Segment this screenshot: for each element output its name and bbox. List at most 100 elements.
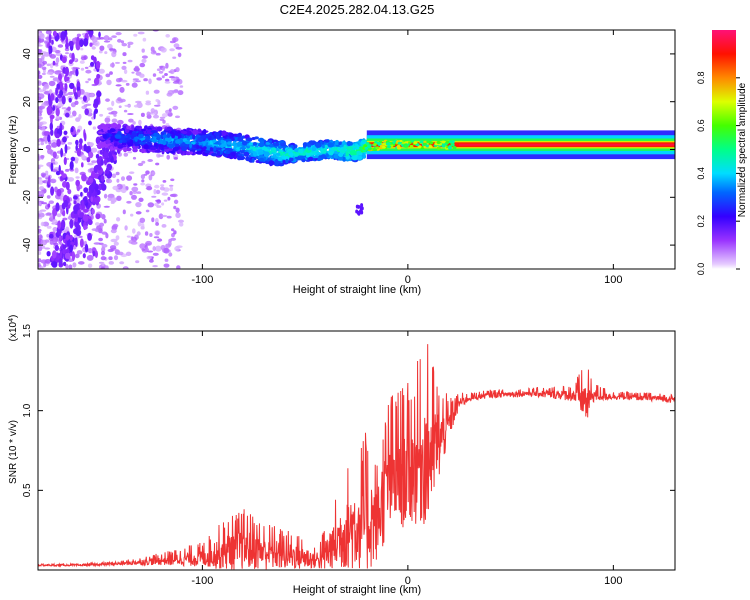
spectrogram-streak-blob	[94, 108, 98, 114]
spectrogram-streak-blob	[79, 39, 84, 48]
spectrogram-streak-blob	[60, 147, 63, 158]
spectrogram-patch-blob	[355, 204, 359, 209]
spectrogram-noise-blob	[161, 202, 165, 206]
spectrogram-ridge-blob	[117, 144, 124, 149]
spectrogram-noise-blob	[141, 223, 145, 228]
spectrogram-noise-blob	[110, 238, 118, 243]
spectrogram-streak-blob	[73, 200, 77, 205]
spectrogram-ridge-blob	[366, 145, 371, 149]
spectrogram-ridge-blob	[409, 144, 414, 148]
spectrogram-noise-blob	[98, 50, 103, 54]
spectrogram-noise-blob	[175, 207, 180, 213]
spectrogram-streak-blob	[69, 244, 73, 253]
spectrogram-streak-blob	[79, 238, 84, 248]
spectrogram-ridge-blob	[357, 155, 363, 160]
spectrogram-noise-blob	[122, 209, 126, 215]
spectrogram-ridge-blob	[188, 151, 194, 155]
spectrogram-ridge-blob	[220, 139, 225, 144]
spectrogram-streak-blob	[58, 235, 62, 241]
spectrogram-ridge-blob	[268, 160, 275, 166]
spectrogram-streak-blob	[73, 195, 78, 200]
spectrogram-streak-blob	[87, 232, 92, 241]
spectrogram-noise-blob	[165, 62, 169, 69]
spectrogram-streak-blob	[108, 151, 113, 160]
spectrogram-noise-blob	[165, 34, 170, 38]
spectrogram-noise-blob	[148, 78, 152, 85]
spectrogram-ridge-blob	[141, 128, 146, 132]
spectrogram-ticks: -100 0 100 -40 -20 0 20 40	[22, 30, 675, 286]
spectrogram-noise-blob	[46, 63, 51, 67]
spectrogram-ridge-blob	[387, 145, 391, 149]
spectrogram-ridge-blob	[349, 141, 353, 146]
spectrogram-noise-blob	[145, 170, 150, 175]
spectrogram-ridge-blob	[230, 152, 236, 157]
spectrogram-streak-blob	[67, 106, 71, 112]
spectrogram-noise-blob	[154, 184, 160, 189]
spectrogram-streak-blob	[76, 86, 81, 91]
spectrogram-noise-blob	[104, 117, 111, 123]
spectrogram-ridge-blob	[196, 144, 200, 150]
spectrogram-ridge-blob	[252, 151, 258, 157]
spectrogram-noise-blob	[159, 186, 165, 191]
spectrogram-ridge-blob	[234, 137, 238, 141]
spectrogram-noise-blob	[40, 172, 47, 178]
spectrogram-streak-blob	[84, 108, 89, 116]
spectrogram-ridge-blob	[228, 148, 233, 152]
spectrogram-streak-blob	[89, 42, 93, 47]
spectrogram-noise-blob	[38, 231, 41, 234]
spectrogram-streak-blob	[49, 45, 53, 50]
spectrogram-noise-blob	[155, 230, 160, 236]
spectrogram-noise-blob	[157, 238, 163, 242]
spectrogram-noise-blob	[179, 85, 184, 88]
spectrogram-noise-blob	[177, 52, 182, 58]
spectrogram-noise-blob	[161, 75, 165, 79]
spectrogram-ridge-blob	[131, 132, 138, 138]
spectrogram-noise-blob	[123, 152, 129, 157]
spectrogram-ridge-blob	[192, 129, 199, 135]
colorbar-tick-label: 0.8	[696, 72, 706, 85]
spectrogram-noise-blob	[55, 57, 60, 64]
spectrogram-noise-blob	[179, 222, 184, 227]
spectrogram-ridge-blob	[236, 152, 240, 158]
spectrogram-noise-blob	[74, 253, 80, 259]
spectrogram-noise-blob	[49, 54, 57, 59]
spectrogram-noise-blob	[110, 201, 115, 204]
spectrogram-noise-blob	[46, 195, 51, 199]
spectrogram-streak-blob	[83, 187, 89, 193]
spectrogram-ridge-blob	[248, 142, 253, 146]
spectrogram-noise-blob	[49, 178, 57, 184]
spectrogram-noise-blob	[113, 255, 119, 261]
spectrogram-noise-blob	[87, 263, 93, 268]
spectrogram-noise-blob	[101, 250, 105, 256]
spectrogram-ridge-blob	[232, 141, 236, 146]
spectrogram-ridge-blob	[311, 145, 317, 152]
spectrogram-noise-blob	[172, 56, 177, 59]
spectrogram-streak-blob	[90, 55, 95, 61]
spectrogram-noise-blob	[168, 76, 176, 79]
spectrogram-noise-blob	[38, 44, 43, 47]
spectrogram-streak-blob	[56, 188, 62, 197]
spectrogram-streak-blob	[79, 138, 83, 145]
spectrogram-noise-blob	[162, 119, 166, 124]
spectrogram-noise-blob	[145, 209, 150, 213]
spectrogram-noise-blob	[101, 243, 108, 248]
spectrogram-ridge-blob	[138, 133, 144, 139]
spectrogram-noise-blob	[79, 96, 83, 100]
spectrogram-ridge-blob	[337, 156, 344, 161]
spectrogram-noise-blob	[101, 231, 108, 235]
spectrogram-noise-blob	[125, 251, 132, 256]
spectrogram-streak-blob	[88, 151, 94, 159]
spectrogram-ridge-blob	[131, 125, 135, 131]
spectrogram-noise-blob	[133, 104, 139, 108]
spectrogram-streak-blob	[68, 97, 72, 103]
spectrogram-streak-blob	[76, 147, 81, 157]
spectrogram-noise-blob	[75, 176, 80, 179]
spectrogram-noise-blob	[38, 194, 43, 197]
spectrogram-ridge-blob	[236, 141, 242, 147]
spectrogram-ridge-blob	[289, 157, 294, 162]
spectrogram-noise-blob	[141, 55, 148, 59]
snr-y-label: SNR (10 * v/v)	[8, 420, 19, 484]
spectrogram-ridge-blob	[221, 143, 228, 147]
spectrogram-ridge-blob	[210, 152, 218, 157]
spectrogram-noise-blob	[46, 225, 52, 229]
